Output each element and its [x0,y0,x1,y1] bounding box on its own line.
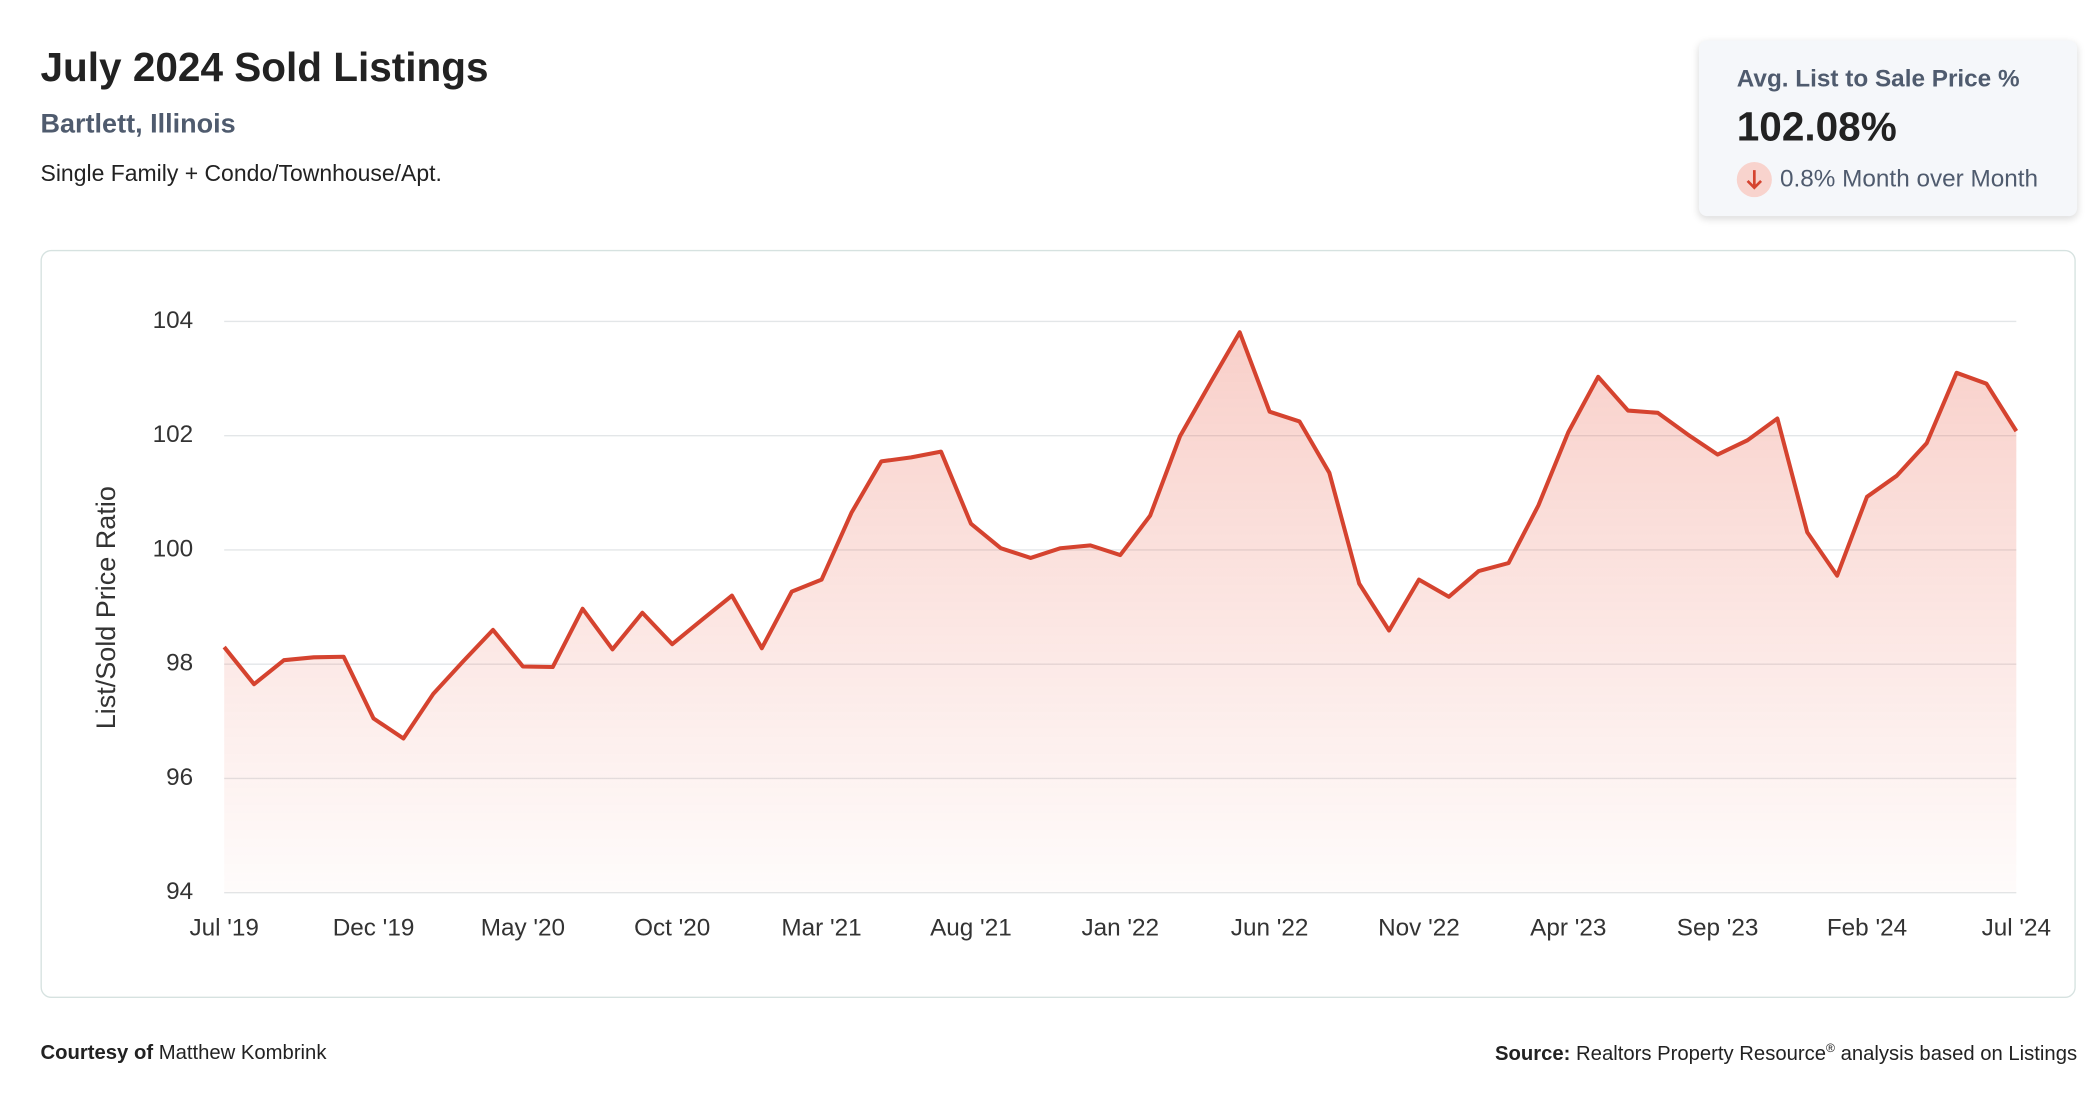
courtesy: Courtesy of Matthew Kombrink [41,1041,327,1064]
kpi-card: Avg. List to Sale Price % 102.08% 0.8% M… [1698,40,2078,217]
x-tick-label: May '20 [481,915,565,942]
y-tick-label: 96 [166,764,193,791]
description: Single Family + Condo/Townhouse/Apt. [40,160,442,187]
line [222,330,2019,741]
source: Source: Realtors Property Resource® anal… [1495,1041,2077,1065]
x-tick-label: Nov '22 [1378,915,1460,942]
area [224,332,2017,893]
courtesy-label: Courtesy of [40,1041,154,1065]
x-tick-label: Mar '21 [781,915,861,942]
subtitle: Bartlett, Illinois [40,109,236,140]
kpi-label: Avg. List to Sale Price % [1736,64,2020,92]
kpi-value: 102.08% [1736,105,1897,150]
y-axis-label: List/Sold Price Ratio [91,486,121,729]
y-tick-label: 98 [166,650,193,677]
kpi-change: 0.8% Month over Month [1779,164,2039,192]
x-tick-label: Jul '19 [189,915,258,942]
courtesy-name: Matthew Kombrink [158,1041,327,1065]
title: July 2024 Sold Listings [40,45,489,91]
source-mark: ® [1826,1041,1835,1055]
x-tick-label: Aug '21 [930,915,1012,942]
x-tick-label: Oct '20 [634,915,710,942]
source-name: Realtors Property Resource [1576,1042,1827,1066]
chart-panel [40,249,2076,999]
y-tick-label: 104 [153,307,194,334]
x-tick-label: Dec '19 [333,915,415,942]
x-tick-label: Jun '22 [1231,915,1309,942]
x-tick-label: Jul '24 [1982,915,2051,942]
source-label: Source: [1494,1042,1571,1066]
down-arrow-icon [1736,162,1772,198]
x-tick-label: Feb '24 [1827,915,1907,942]
source-rest: analysis based on Listings [1840,1042,2078,1066]
x-tick-label: Sep '23 [1677,915,1759,942]
x-tick-label: Jan '22 [1081,915,1159,942]
y-tick-label: 102 [153,421,194,448]
y-tick-label: 94 [166,878,193,905]
y-tick-label: 100 [153,535,194,562]
x-tick-label: Apr '23 [1530,915,1606,942]
